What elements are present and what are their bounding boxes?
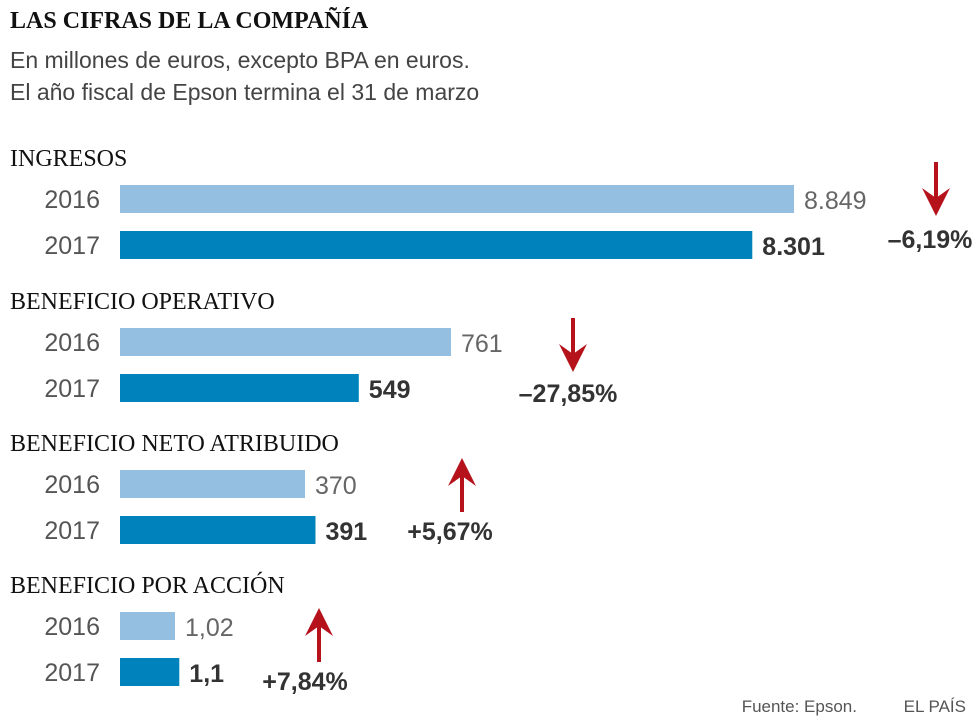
value-label: 549 [369, 376, 411, 404]
arrow-head [448, 458, 476, 486]
arrow-head [922, 188, 950, 216]
bar-2017 [120, 374, 359, 402]
bar-2016 [120, 185, 794, 213]
value-label: 761 [461, 330, 503, 358]
arrow-down-icon [922, 162, 950, 216]
value-label: 370 [315, 472, 357, 500]
arrow-up-icon [305, 608, 333, 662]
credit-label: EL PAÍS [904, 697, 966, 716]
year-label: 2016 [44, 471, 100, 499]
year-label: 2016 [44, 329, 100, 357]
bar-2017 [120, 658, 180, 686]
arrow-head [305, 608, 333, 636]
value-label: 1,1 [189, 660, 224, 688]
arrow-head [559, 344, 587, 372]
chart-subtitle-line: En millones de euros, excepto BPA en eur… [10, 47, 470, 73]
bar-2016 [120, 612, 175, 640]
year-label: 2017 [44, 375, 100, 403]
year-label: 2017 [44, 659, 100, 687]
section-title: BENEFICIO NETO ATRIBUIDO [10, 431, 339, 457]
chart-title: LAS CIFRAS DE LA COMPAÑÍA [10, 8, 369, 34]
bar-2016 [120, 328, 451, 356]
value-label: 8.849 [804, 187, 867, 215]
bar-2016 [120, 470, 305, 498]
bar-2017 [120, 231, 753, 259]
year-label: 2016 [44, 613, 100, 641]
change-label: –6,19% [888, 226, 973, 254]
year-label: 2017 [44, 517, 100, 545]
section-title: BENEFICIO OPERATIVO [10, 289, 275, 315]
year-label: 2017 [44, 232, 100, 260]
change-label: +7,84% [262, 668, 348, 696]
arrow-down-icon [559, 318, 587, 372]
value-label: 1,02 [185, 614, 234, 642]
change-label: +5,67% [407, 518, 493, 546]
source-label: Fuente: Epson. [742, 697, 857, 716]
arrow-up-icon [448, 458, 476, 512]
year-label: 2016 [44, 186, 100, 214]
section-title: BENEFICIO POR ACCIÓN [10, 572, 285, 599]
bar-2017 [120, 516, 316, 544]
section-title: INGRESOS [10, 146, 127, 172]
value-label: 8.301 [762, 233, 825, 261]
chart-subtitle-line: El año fiscal de Epson termina el 31 de … [10, 79, 479, 105]
change-label: –27,85% [519, 380, 618, 408]
value-label: 391 [326, 518, 368, 546]
